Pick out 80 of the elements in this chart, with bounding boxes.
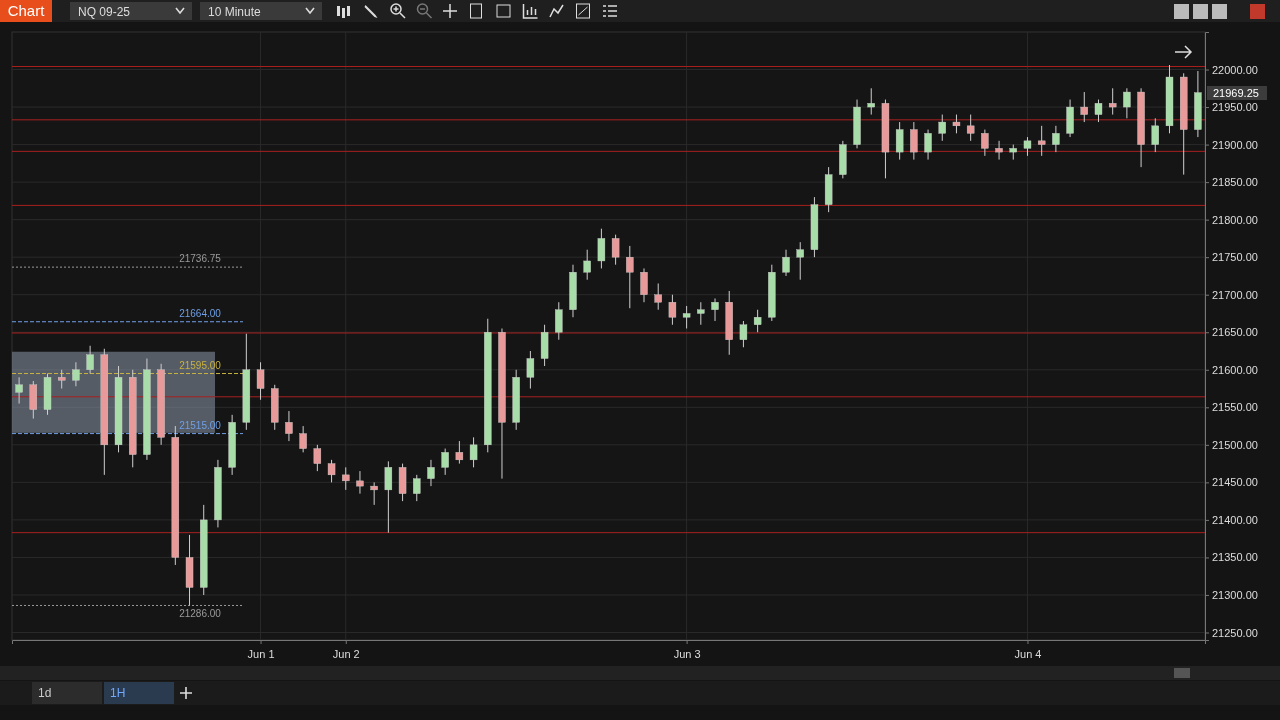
candlestick [455,440,464,465]
candlestick [697,301,705,326]
candlestick [895,121,904,161]
candlestick [668,294,677,326]
y-tick-label: 21850.00 [1212,176,1258,189]
candlestick [952,114,961,134]
candlestick [654,282,662,311]
candlestick [739,320,748,348]
candlestick [611,234,620,266]
x-tick-label: Jun 2 [332,647,360,660]
candlestick [342,466,350,491]
y-tick-label: 21750.00 [1212,251,1258,264]
x-tick-label: Jun 3 [673,647,701,660]
candlestick [1037,125,1046,157]
candlestick [313,444,322,472]
candlestick [1151,117,1159,153]
chart-title: NQ 09-25 [78,5,131,19]
candlestick [1080,91,1088,123]
candlestick [782,249,790,277]
y-tick-label: 21500.00 [1212,438,1258,451]
candlestick [938,114,946,142]
candlestick [370,481,378,506]
candlestick [285,410,293,442]
y-tick-label: 21450.00 [1212,476,1258,489]
y-tick-label: 21800.00 [1212,213,1258,226]
y-tick-label: 21650.00 [1212,326,1258,339]
candlestick [597,228,606,269]
text: 21969.25 [1213,87,1259,99]
candlestick [682,305,691,329]
candlestick [469,436,478,468]
candlestick [526,350,535,390]
y-tick-label: 21250.00 [1212,626,1258,639]
candlestick [796,241,804,281]
candlestick [413,474,421,502]
y-tick-label: 21400.00 [1212,513,1258,526]
candlestick [58,369,66,390]
candlestick [427,459,435,487]
y-tick-label: 22000.00 [1212,63,1258,76]
candlestick [555,301,563,341]
y-tick-label: 21900.00 [1212,138,1258,151]
candlestick [753,309,762,333]
candlestick [924,129,932,161]
candlestick [995,140,1003,161]
candlestick [711,297,719,322]
ref-line-label: 21736.75 [179,253,222,265]
text: 1d [38,686,52,700]
candlestick [299,425,307,453]
candlestick [256,361,265,401]
candlestick [966,114,975,142]
candlestick [1023,136,1032,157]
candlestick [441,448,449,476]
candlestick [583,249,591,281]
candlestick [15,376,23,405]
candlestick [867,87,875,116]
y-tick-label: 21700.00 [1212,288,1258,301]
candlestick [910,121,918,161]
y-tick-label: 21600.00 [1212,363,1258,376]
ref-line-label: 21286.00 [179,608,222,620]
x-tick-label: Jun 1 [247,647,275,660]
candlestick [384,460,393,534]
candlestick [327,459,336,483]
candlestick [1108,87,1117,116]
candlestick [626,245,634,309]
candlestick [1094,99,1103,123]
candlestick [640,267,648,303]
text: 1H [110,686,126,700]
x-tick-label: Jun 4 [1014,647,1042,660]
candlestick [1123,87,1131,119]
y-tick-label: 21550.00 [1212,401,1258,414]
candlestick [981,129,989,157]
candlestick [1052,125,1060,153]
candlestick [86,345,94,375]
candlestick [356,470,364,495]
y-tick-label: 21350.00 [1212,551,1258,564]
candlestick [72,361,80,387]
chart-subtitle: 10 Minute [208,5,262,19]
text: Chart [7,2,46,19]
y-tick-label: 21300.00 [1212,588,1258,601]
ref-line-label: 21664.00 [179,307,222,319]
y-tick-label: 21950.00 [1212,101,1258,114]
